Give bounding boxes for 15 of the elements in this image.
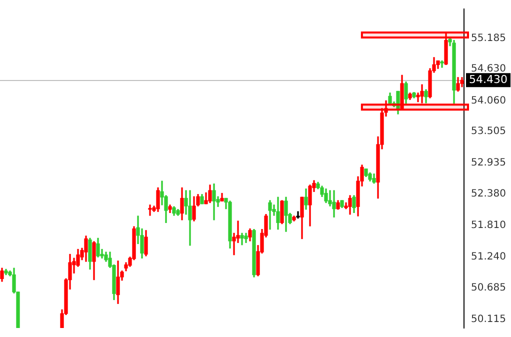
- y-tick-label: 52.935: [471, 158, 506, 169]
- y-tick-label: 54.060: [471, 95, 506, 106]
- y-tick-label: 51.810: [471, 220, 506, 232]
- y-tick-label: 54.630: [471, 64, 506, 75]
- candlestick: [296, 211, 300, 219]
- y-tick-label: 50.685: [471, 282, 506, 294]
- y-tick-label: 53.505: [471, 126, 506, 138]
- y-tick-label: 51.240: [471, 252, 506, 263]
- y-tick-label: 52.380: [471, 188, 506, 200]
- y-tick-label: 50.115: [471, 314, 506, 325]
- y-tick-label: 55.185: [471, 32, 506, 44]
- candlestick: [332, 190, 336, 218]
- ref-line-label: 54.430: [469, 73, 508, 86]
- candlestick: [148, 204, 152, 216]
- candlestick: [440, 60, 444, 68]
